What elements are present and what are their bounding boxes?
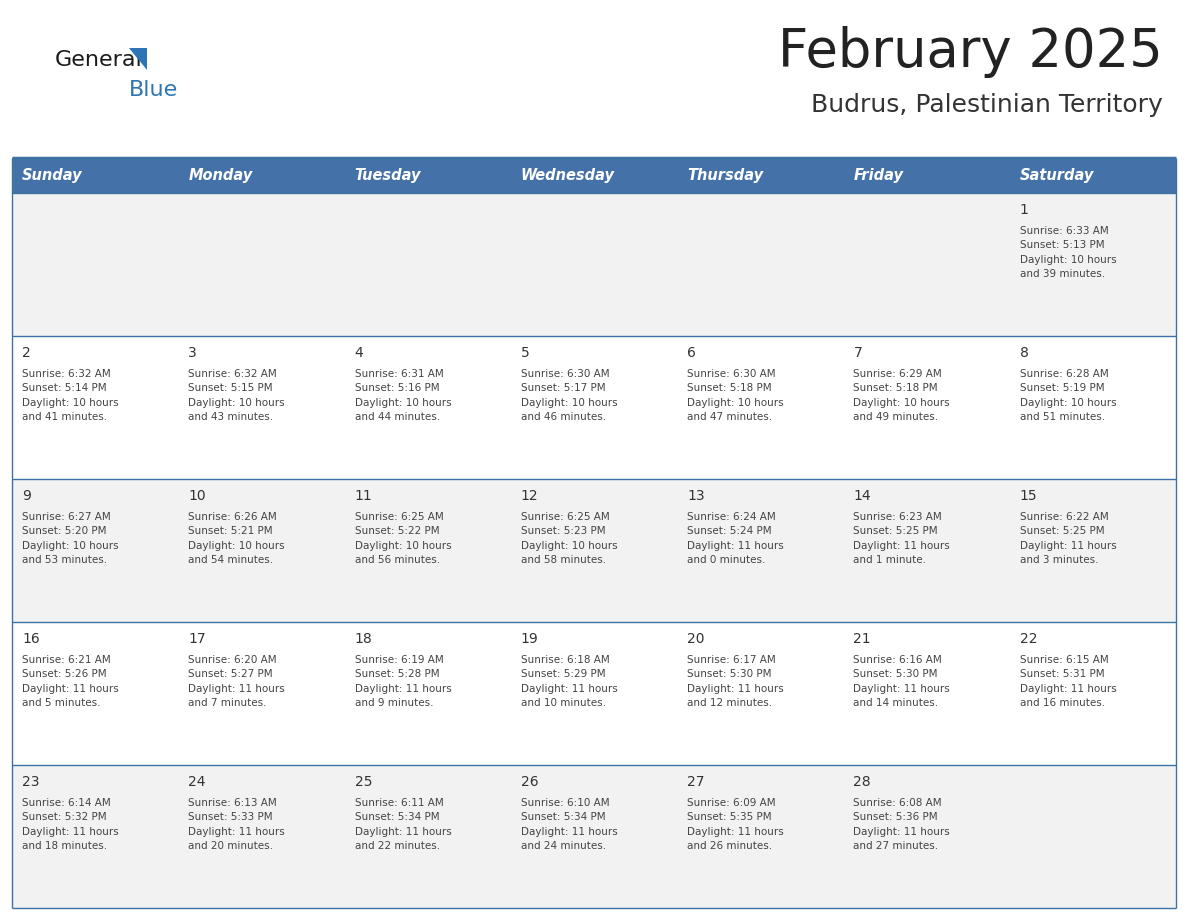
Text: Sunrise: 6:14 AM
Sunset: 5:32 PM
Daylight: 11 hours
and 18 minutes.: Sunrise: 6:14 AM Sunset: 5:32 PM Dayligh… bbox=[21, 798, 119, 851]
Text: Wednesday: Wednesday bbox=[520, 168, 615, 183]
Text: Tuesday: Tuesday bbox=[354, 168, 421, 183]
Text: 24: 24 bbox=[188, 775, 206, 789]
Text: Sunrise: 6:25 AM
Sunset: 5:23 PM
Daylight: 10 hours
and 58 minutes.: Sunrise: 6:25 AM Sunset: 5:23 PM Dayligh… bbox=[520, 512, 618, 565]
Text: 19: 19 bbox=[520, 632, 538, 646]
Text: 23: 23 bbox=[21, 775, 39, 789]
Text: Sunrise: 6:24 AM
Sunset: 5:24 PM
Daylight: 11 hours
and 0 minutes.: Sunrise: 6:24 AM Sunset: 5:24 PM Dayligh… bbox=[687, 512, 784, 565]
Text: 18: 18 bbox=[354, 632, 372, 646]
Text: Saturday: Saturday bbox=[1019, 168, 1094, 183]
Text: 15: 15 bbox=[1019, 489, 1037, 503]
Text: 16: 16 bbox=[21, 632, 39, 646]
Bar bbox=[843, 158, 1010, 193]
Text: 8: 8 bbox=[1019, 346, 1029, 360]
Text: Sunrise: 6:19 AM
Sunset: 5:28 PM
Daylight: 11 hours
and 9 minutes.: Sunrise: 6:19 AM Sunset: 5:28 PM Dayligh… bbox=[354, 655, 451, 708]
Text: Sunrise: 6:11 AM
Sunset: 5:34 PM
Daylight: 11 hours
and 22 minutes.: Sunrise: 6:11 AM Sunset: 5:34 PM Dayligh… bbox=[354, 798, 451, 851]
Text: 21: 21 bbox=[853, 632, 871, 646]
Text: Sunrise: 6:25 AM
Sunset: 5:22 PM
Daylight: 10 hours
and 56 minutes.: Sunrise: 6:25 AM Sunset: 5:22 PM Dayligh… bbox=[354, 512, 451, 565]
Text: 7: 7 bbox=[853, 346, 862, 360]
Text: 6: 6 bbox=[687, 346, 696, 360]
Bar bbox=[12, 765, 1176, 908]
Text: Sunrise: 6:15 AM
Sunset: 5:31 PM
Daylight: 11 hours
and 16 minutes.: Sunrise: 6:15 AM Sunset: 5:31 PM Dayligh… bbox=[1019, 655, 1117, 708]
Text: Sunrise: 6:20 AM
Sunset: 5:27 PM
Daylight: 11 hours
and 7 minutes.: Sunrise: 6:20 AM Sunset: 5:27 PM Dayligh… bbox=[188, 655, 285, 708]
Text: 14: 14 bbox=[853, 489, 871, 503]
Text: Sunrise: 6:33 AM
Sunset: 5:13 PM
Daylight: 10 hours
and 39 minutes.: Sunrise: 6:33 AM Sunset: 5:13 PM Dayligh… bbox=[1019, 226, 1117, 279]
Text: 9: 9 bbox=[21, 489, 31, 503]
Text: Monday: Monday bbox=[188, 168, 253, 183]
Text: Sunrise: 6:32 AM
Sunset: 5:15 PM
Daylight: 10 hours
and 43 minutes.: Sunrise: 6:32 AM Sunset: 5:15 PM Dayligh… bbox=[188, 369, 285, 422]
Text: Sunrise: 6:23 AM
Sunset: 5:25 PM
Daylight: 11 hours
and 1 minute.: Sunrise: 6:23 AM Sunset: 5:25 PM Dayligh… bbox=[853, 512, 950, 565]
Text: 17: 17 bbox=[188, 632, 206, 646]
Text: Sunrise: 6:27 AM
Sunset: 5:20 PM
Daylight: 10 hours
and 53 minutes.: Sunrise: 6:27 AM Sunset: 5:20 PM Dayligh… bbox=[21, 512, 119, 565]
Text: Sunrise: 6:16 AM
Sunset: 5:30 PM
Daylight: 11 hours
and 14 minutes.: Sunrise: 6:16 AM Sunset: 5:30 PM Dayligh… bbox=[853, 655, 950, 708]
Text: Sunrise: 6:09 AM
Sunset: 5:35 PM
Daylight: 11 hours
and 26 minutes.: Sunrise: 6:09 AM Sunset: 5:35 PM Dayligh… bbox=[687, 798, 784, 851]
Bar bbox=[12, 158, 178, 193]
Text: 10: 10 bbox=[188, 489, 206, 503]
Text: 3: 3 bbox=[188, 346, 197, 360]
Text: 22: 22 bbox=[1019, 632, 1037, 646]
Text: Sunrise: 6:08 AM
Sunset: 5:36 PM
Daylight: 11 hours
and 27 minutes.: Sunrise: 6:08 AM Sunset: 5:36 PM Dayligh… bbox=[853, 798, 950, 851]
Text: 1: 1 bbox=[1019, 203, 1029, 217]
Bar bbox=[12, 479, 1176, 622]
Bar bbox=[12, 193, 1176, 336]
Text: Sunday: Sunday bbox=[21, 168, 83, 183]
Text: Thursday: Thursday bbox=[687, 168, 763, 183]
Text: 5: 5 bbox=[520, 346, 530, 360]
Text: Budrus, Palestinian Territory: Budrus, Palestinian Territory bbox=[811, 93, 1163, 117]
Text: 27: 27 bbox=[687, 775, 704, 789]
Text: Sunrise: 6:18 AM
Sunset: 5:29 PM
Daylight: 11 hours
and 10 minutes.: Sunrise: 6:18 AM Sunset: 5:29 PM Dayligh… bbox=[520, 655, 618, 708]
Text: 25: 25 bbox=[354, 775, 372, 789]
Text: 2: 2 bbox=[21, 346, 31, 360]
Text: 11: 11 bbox=[354, 489, 372, 503]
Text: Sunrise: 6:13 AM
Sunset: 5:33 PM
Daylight: 11 hours
and 20 minutes.: Sunrise: 6:13 AM Sunset: 5:33 PM Dayligh… bbox=[188, 798, 285, 851]
Text: Sunrise: 6:31 AM
Sunset: 5:16 PM
Daylight: 10 hours
and 44 minutes.: Sunrise: 6:31 AM Sunset: 5:16 PM Dayligh… bbox=[354, 369, 451, 422]
Text: 13: 13 bbox=[687, 489, 704, 503]
Text: Sunrise: 6:28 AM
Sunset: 5:19 PM
Daylight: 10 hours
and 51 minutes.: Sunrise: 6:28 AM Sunset: 5:19 PM Dayligh… bbox=[1019, 369, 1117, 422]
Bar bbox=[511, 158, 677, 193]
Text: 28: 28 bbox=[853, 775, 871, 789]
Text: 4: 4 bbox=[354, 346, 364, 360]
Text: 12: 12 bbox=[520, 489, 538, 503]
Bar bbox=[677, 158, 843, 193]
Bar bbox=[178, 158, 345, 193]
Text: General: General bbox=[55, 50, 143, 70]
Text: Sunrise: 6:22 AM
Sunset: 5:25 PM
Daylight: 11 hours
and 3 minutes.: Sunrise: 6:22 AM Sunset: 5:25 PM Dayligh… bbox=[1019, 512, 1117, 565]
Polygon shape bbox=[129, 48, 147, 70]
Text: February 2025: February 2025 bbox=[778, 26, 1163, 78]
Text: Sunrise: 6:30 AM
Sunset: 5:18 PM
Daylight: 10 hours
and 47 minutes.: Sunrise: 6:30 AM Sunset: 5:18 PM Dayligh… bbox=[687, 369, 784, 422]
Text: 26: 26 bbox=[520, 775, 538, 789]
Text: Friday: Friday bbox=[853, 168, 903, 183]
Text: Sunrise: 6:21 AM
Sunset: 5:26 PM
Daylight: 11 hours
and 5 minutes.: Sunrise: 6:21 AM Sunset: 5:26 PM Dayligh… bbox=[21, 655, 119, 708]
Bar bbox=[1010, 158, 1176, 193]
Text: Blue: Blue bbox=[129, 80, 178, 100]
Text: Sunrise: 6:10 AM
Sunset: 5:34 PM
Daylight: 11 hours
and 24 minutes.: Sunrise: 6:10 AM Sunset: 5:34 PM Dayligh… bbox=[520, 798, 618, 851]
Bar bbox=[345, 158, 511, 193]
Bar bbox=[12, 336, 1176, 479]
Text: Sunrise: 6:17 AM
Sunset: 5:30 PM
Daylight: 11 hours
and 12 minutes.: Sunrise: 6:17 AM Sunset: 5:30 PM Dayligh… bbox=[687, 655, 784, 708]
Text: Sunrise: 6:26 AM
Sunset: 5:21 PM
Daylight: 10 hours
and 54 minutes.: Sunrise: 6:26 AM Sunset: 5:21 PM Dayligh… bbox=[188, 512, 285, 565]
Bar bbox=[12, 622, 1176, 765]
Text: Sunrise: 6:29 AM
Sunset: 5:18 PM
Daylight: 10 hours
and 49 minutes.: Sunrise: 6:29 AM Sunset: 5:18 PM Dayligh… bbox=[853, 369, 950, 422]
Text: 20: 20 bbox=[687, 632, 704, 646]
Text: Sunrise: 6:30 AM
Sunset: 5:17 PM
Daylight: 10 hours
and 46 minutes.: Sunrise: 6:30 AM Sunset: 5:17 PM Dayligh… bbox=[520, 369, 618, 422]
Text: Sunrise: 6:32 AM
Sunset: 5:14 PM
Daylight: 10 hours
and 41 minutes.: Sunrise: 6:32 AM Sunset: 5:14 PM Dayligh… bbox=[21, 369, 119, 422]
